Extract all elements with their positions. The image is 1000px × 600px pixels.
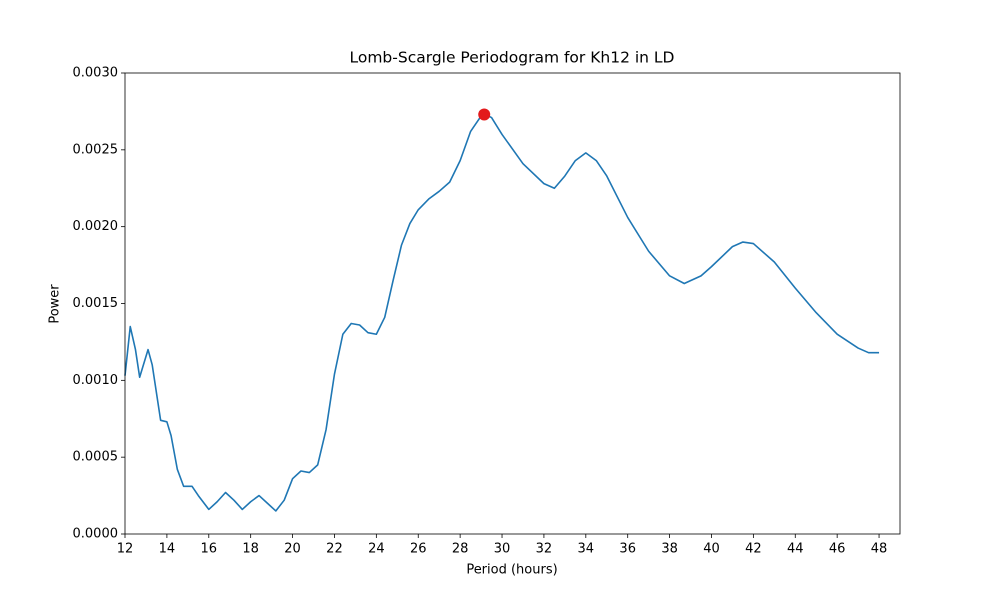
x-tick-label: 28 (452, 542, 469, 557)
x-tick-label: 40 (703, 542, 720, 557)
x-tick-label: 44 (787, 542, 804, 557)
x-tick-label: 20 (284, 542, 301, 557)
plot-frame (124, 72, 901, 535)
peak-marker (478, 108, 491, 121)
x-tick-label: 32 (536, 542, 553, 557)
y-tick-label: 0.0030 (73, 66, 119, 81)
x-tick-label: 22 (326, 542, 343, 557)
chart-title: Lomb-Scargle Periodogram for Kh12 in LD (349, 49, 674, 67)
x-tick-label: 46 (829, 542, 846, 557)
y-tick-label: 0.0010 (73, 373, 119, 388)
x-tick-label: 18 (242, 542, 259, 557)
x-tick-label: 26 (410, 542, 427, 557)
data-line (124, 113, 880, 512)
y-tick-label: 0.0025 (73, 142, 119, 157)
x-axis-label: Period (hours) (466, 563, 557, 578)
x-tick-label: 38 (661, 542, 678, 557)
x-tick-label: 16 (201, 542, 218, 557)
x-tick-label: 42 (745, 542, 762, 557)
y-tick-label: 0.0000 (73, 527, 119, 542)
x-tick-label: 14 (159, 542, 176, 557)
y-tick-label: 0.0020 (73, 219, 119, 234)
y-tick-label: 0.0005 (73, 450, 119, 465)
x-tick-label: 36 (619, 542, 636, 557)
y-axis-label: Power (48, 284, 63, 324)
y-tick-label: 0.0015 (73, 296, 119, 311)
x-tick-label: 30 (494, 542, 511, 557)
x-tick-label: 34 (578, 542, 595, 557)
x-tick-label: 24 (368, 542, 385, 557)
x-tick-label: 48 (871, 542, 888, 557)
x-tick-label: 12 (117, 542, 134, 557)
